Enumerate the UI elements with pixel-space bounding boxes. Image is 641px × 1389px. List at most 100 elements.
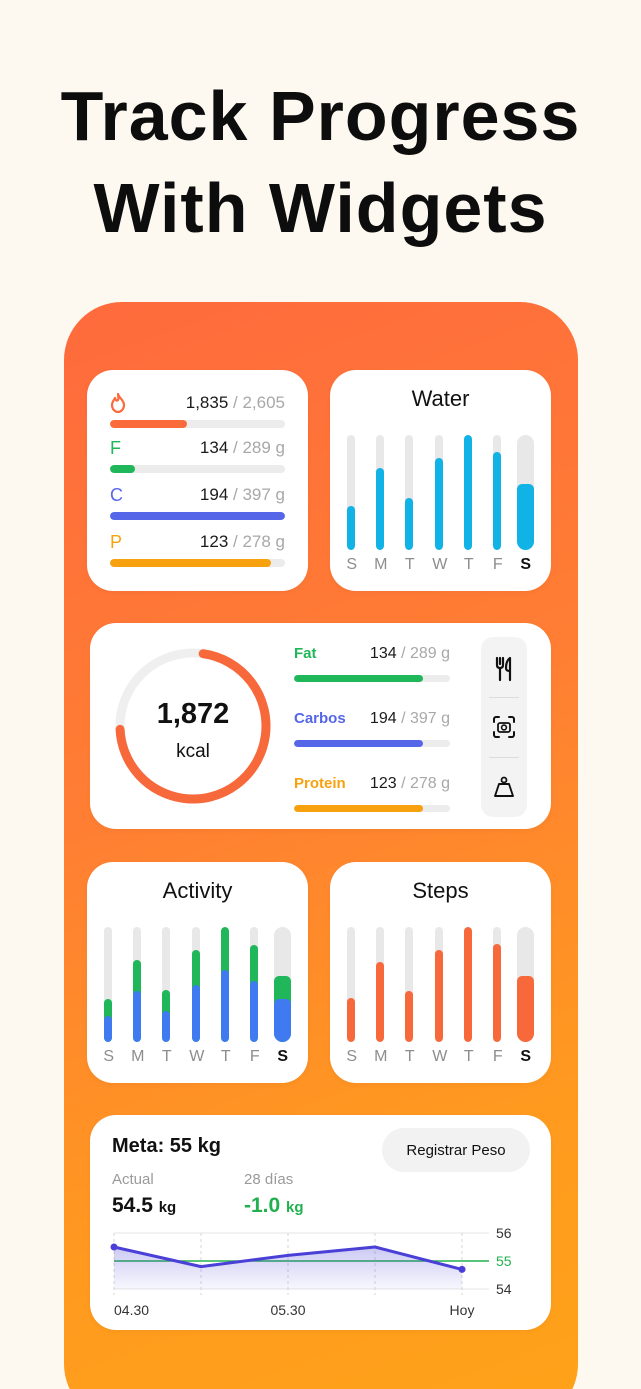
activity-bars [104,927,291,1042]
fork-knife-icon[interactable] [481,639,527,699]
y-tick-label: 56 [496,1225,512,1241]
weight-point [458,1265,466,1273]
nutrient-protein-value: 123 / 278 g [369,775,450,792]
y-tick-label: 54 [496,1281,512,1297]
nutrient-protein: Protein 123 / 278 g [294,775,450,812]
weight-line [113,1245,463,1271]
day-label: M [131,1048,145,1065]
register-weight-button[interactable]: Registrar Peso [382,1128,530,1172]
bar-1 [133,927,141,1042]
protein-letter: P [110,531,123,552]
water-segment [464,435,472,550]
bar-5 [250,927,258,1042]
day-label: S [346,1048,358,1065]
day-label: W [189,1048,205,1065]
bar-2 [405,927,413,1042]
x-tick-label: 05.30 [270,1302,305,1318]
bar-6 [517,435,534,550]
steps-segment [517,976,534,1042]
fat-value: 134 / 289 g [199,438,285,457]
calories-row: 1,835 / 2,605 [110,392,285,428]
bar-4 [464,435,472,550]
day-label: F [492,556,504,573]
x-tick-label: Hoy [450,1302,475,1318]
headline: Track Progress With Widgets [0,70,641,254]
day-label: S [346,556,358,573]
carbs-value: 194 / 397 g [199,485,285,504]
weight-area [114,1247,462,1289]
water-segment [347,506,355,550]
camera-scan-icon[interactable] [481,697,527,757]
water-bars [347,435,534,550]
steps-segment [464,927,472,1042]
weight-scale-icon[interactable] [481,757,527,817]
day-label: T [463,556,475,573]
water-segment [435,458,443,550]
steps-segment [405,991,413,1042]
calories-widget[interactable]: 1,872 kcal Fat 134 / 289 g Carbos 194 / … [90,623,551,829]
bar-5 [493,435,501,550]
kcal-value: 1,872 [156,698,230,730]
day-label: S [103,1048,115,1065]
bar-1 [376,435,384,550]
nutrient-fat-label: Fat [294,645,317,662]
nutrient-carbs-label: Carbos [294,710,346,727]
nutrient-fat: Fat 134 / 289 g [294,645,450,682]
day-label: F [492,1048,504,1065]
protein-value: 123 / 278 g [199,532,285,551]
day-label: S [520,1048,532,1065]
day-label: T [220,1048,232,1065]
protein-bar [110,559,271,567]
fat-bar [110,465,135,473]
activity-blue-segment [192,984,200,1042]
activity-blue-segment [162,1010,170,1042]
water-segment [376,468,384,550]
y-tick-label: 55 [496,1253,512,1269]
nutrient-fat-bar [294,675,424,682]
change-value: -1.0 kg [244,1194,304,1217]
bar-0 [104,927,112,1042]
weight-widget[interactable]: Meta: 55 kg Registrar Peso Actual 54.5 k… [90,1115,551,1330]
current-weight-label: Actual [112,1171,154,1188]
day-label: M [374,1048,388,1065]
macros-widget[interactable]: 1,835 / 2,605 F 134 / 289 g C 194 / 397 … [87,370,308,591]
activity-blue-segment [274,999,291,1042]
activity-title: Activity [162,878,233,903]
day-label: W [432,1048,448,1065]
day-label: S [277,1048,289,1065]
water-segment [405,498,413,550]
steps-segment [376,961,384,1042]
activity-blue-segment [104,1015,112,1042]
divider [489,757,519,758]
carbs-bar [110,512,285,520]
bar-4 [464,927,472,1042]
fat-row: F 134 / 289 g [110,437,285,473]
protein-row: P 123 / 278 g [110,531,285,567]
headline-line-2: With Widgets [93,169,548,247]
carbs-letter: C [110,484,123,505]
headline-line-1: Track Progress [60,77,581,155]
nutrient-protein-bar [294,805,424,812]
day-label: W [432,556,448,573]
nutrient-carbs: Carbos 194 / 397 g [294,710,450,747]
calorie-ring-progress [115,648,271,804]
bar-0 [347,927,355,1042]
nutrient-carbs-bar [294,740,424,747]
flame-icon [110,392,128,414]
day-label: M [374,556,388,573]
day-label: T [404,556,416,573]
steps-title: Steps [412,878,469,903]
bar-0 [347,435,355,550]
water-segment [493,452,501,550]
day-label: T [161,1048,173,1065]
bar-3 [435,435,443,550]
carbs-row: C 194 / 397 g [110,484,285,520]
water-title: Water [411,386,470,411]
steps-segment [493,944,501,1042]
weight-point [110,1243,118,1251]
activity-blue-segment [250,981,258,1042]
